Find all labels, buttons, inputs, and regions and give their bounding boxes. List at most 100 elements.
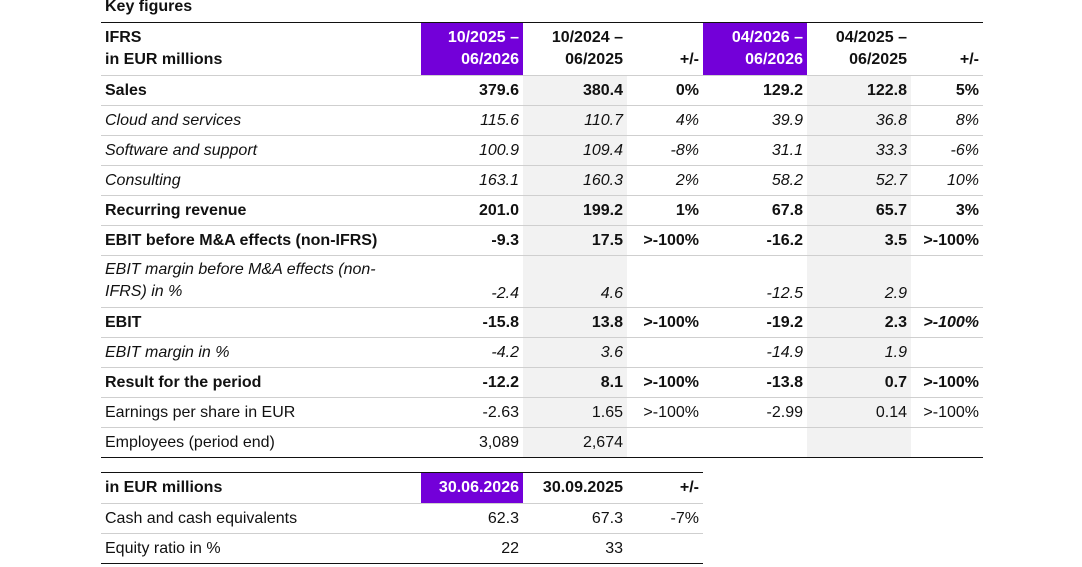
header-period-q-current: 04/2026 –06/2026 — [703, 22, 807, 76]
table-cell: 0.14 — [807, 397, 911, 428]
table-cell: -15.8 — [421, 307, 523, 338]
table-cell: -2.99 — [703, 397, 807, 428]
table-cell: 2.9 — [807, 255, 911, 308]
table-cell: 17.5 — [523, 225, 627, 256]
table-cell: 65.7 — [807, 195, 911, 226]
table-cell: 129.2 — [703, 75, 807, 106]
table-cell — [627, 255, 703, 308]
table-cell: 8.1 — [523, 367, 627, 398]
table-cell: 379.6 — [421, 75, 523, 106]
table-cell: 31.1 — [703, 135, 807, 166]
row-label: EBIT before M&A effects (non-IFRS) — [101, 225, 421, 256]
table-cell — [627, 534, 703, 564]
table-cell: 13.8 — [523, 307, 627, 338]
table-row: Cash and cash equivalents 62.3 67.3 -7% — [101, 503, 703, 534]
header-change-9m: +/- — [627, 22, 703, 76]
table-cell: -16.2 — [703, 225, 807, 256]
table-cell: 115.6 — [421, 105, 523, 136]
table-cell: 109.4 — [523, 135, 627, 166]
table-cell: 122.8 — [807, 75, 911, 106]
table-cell: 110.7 — [523, 105, 627, 136]
table-cell: 4% — [627, 105, 703, 136]
table-cell: 2.3 — [807, 307, 911, 338]
balance-header-label: in EUR millions — [101, 472, 421, 504]
table-cell: 0.7 — [807, 367, 911, 398]
table-cell: -19.2 — [703, 307, 807, 338]
table-row: EBIT -15.8 13.8 >-100% -19.2 2.3 >-100% — [101, 307, 983, 338]
row-label: Employees (period end) — [101, 427, 421, 458]
table-row: EBIT before M&A effects (non-IFRS) -9.3 17… — [101, 225, 983, 256]
table-cell: 33 — [605, 539, 623, 557]
table-cell: -2.4 — [421, 255, 523, 308]
row-label: EBIT — [101, 307, 421, 338]
table-cell: 8% — [911, 105, 983, 136]
table-cell: 67.8 — [703, 195, 807, 226]
header-change-q: +/- — [911, 22, 983, 76]
table-cell — [703, 427, 807, 458]
table-cell: 67.3 — [523, 503, 627, 534]
table-cell: 2% — [627, 165, 703, 196]
row-label: Consulting — [101, 165, 421, 196]
row-label: Equity ratio in % — [105, 539, 221, 557]
table-row: EBIT margin in % -4.2 3.6 -14.9 1.9 — [101, 337, 983, 368]
table-cell: 163.1 — [421, 165, 523, 196]
table-cell — [911, 337, 983, 368]
table-cell: >-100% — [911, 367, 983, 398]
table-cell: 5% — [911, 75, 983, 106]
table-cell: -2.63 — [421, 397, 523, 428]
table-cell: >-100% — [627, 225, 703, 256]
table-cell: -12.5 — [703, 255, 807, 308]
table-cell: -4.2 — [421, 337, 523, 368]
balance-header-date-current: 30.06.2026 — [421, 472, 523, 504]
row-label: Sales — [101, 75, 421, 106]
table-cell: 2,674 — [523, 427, 627, 458]
section-title: Key figures — [105, 0, 193, 15]
table-cell: 52.7 — [807, 165, 911, 196]
table-cell: 22 — [501, 539, 519, 557]
row-label: EBIT margin before M&A effects (non-IFRS… — [101, 255, 421, 308]
table-cell: 58.2 — [703, 165, 807, 196]
table-cell: 4.6 — [523, 255, 627, 308]
table-cell: -6% — [911, 135, 983, 166]
header-label: IFRS in EUR millions — [101, 22, 421, 76]
table-row: Employees (period end) 3,089 2,674 — [101, 427, 983, 458]
table-row: Software and support 100.9 109.4 -8% 31.1 33.… — [101, 135, 983, 166]
table-cell: >-100% — [911, 307, 983, 338]
balance-header-change: +/- — [627, 472, 703, 504]
table-cell — [911, 427, 983, 458]
row-label: EBIT margin in % — [101, 337, 421, 368]
balance-table: in EUR millions 30.06.2026 30.09.2025 +/… — [101, 472, 703, 564]
table-cell: 3.6 — [523, 337, 627, 368]
header-period-9m-current: 10/2025 –06/2026 — [421, 22, 523, 76]
header-period-q-prior: 04/2025 –06/2025 — [807, 22, 911, 76]
table-cell: 39.9 — [703, 105, 807, 136]
table-cell: 0% — [627, 75, 703, 106]
table-cell: >-100% — [627, 397, 703, 428]
table-cell: 100.9 — [421, 135, 523, 166]
table-row: Consulting 163.1 160.3 2% 58.2 52.7 10% — [101, 165, 983, 196]
table-cell: -12.2 — [421, 367, 523, 398]
table-cell: 1% — [627, 195, 703, 226]
row-label: Cash and cash equivalents — [101, 503, 421, 534]
table-row: Result for the period -12.2 8.1 >-100% -13.8… — [101, 367, 983, 398]
table-cell — [627, 337, 703, 368]
table-row: Recurring revenue 201.0 199.2 1% 67.8 65.7 3% — [101, 195, 983, 226]
table-cell: 380.4 — [523, 75, 627, 106]
table-row: Sales 379.6 380.4 0% 129.2 122.8 5% — [101, 75, 983, 106]
table-cell: 3.5 — [807, 225, 911, 256]
table-cell: 1.65 — [523, 397, 627, 428]
table-cell: 62.3 — [421, 503, 523, 534]
table-cell: >-100% — [911, 225, 983, 256]
table-cell: -13.8 — [703, 367, 807, 398]
table-row: Equity ratio in % 22 33 — [101, 534, 703, 564]
table-cell: -14.9 — [703, 337, 807, 368]
table-cell: 201.0 — [421, 195, 523, 226]
row-label: Earnings per share in EUR — [101, 397, 421, 428]
balance-header-date-prior: 30.09.2025 — [523, 472, 627, 504]
table-row: Earnings per share in EUR -2.63 1.65 >-100%… — [101, 397, 983, 428]
row-label: Recurring revenue — [101, 195, 421, 226]
table-row: EBIT margin before M&A effects (non-IFRS… — [101, 255, 983, 308]
table-cell: >-100% — [627, 367, 703, 398]
table-cell: 10% — [911, 165, 983, 196]
table-cell: 160.3 — [523, 165, 627, 196]
